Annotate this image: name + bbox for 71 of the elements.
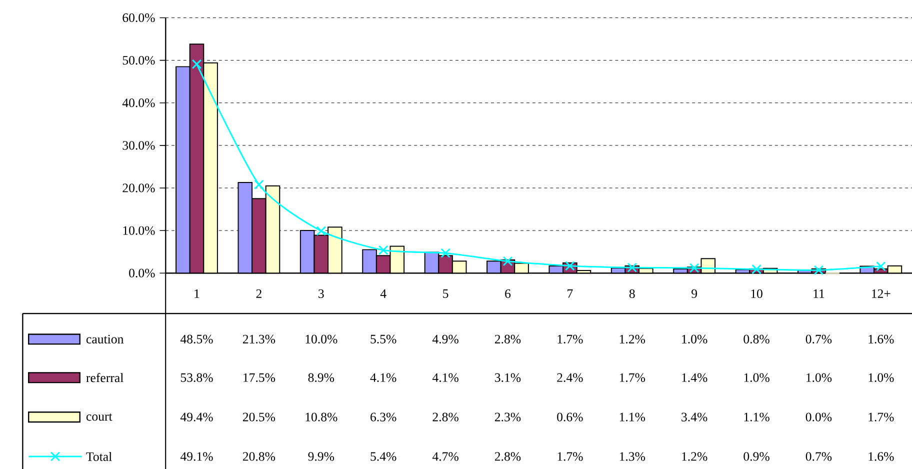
data-label: 1.4%: [682, 373, 708, 382]
data-label: 1.0%: [868, 373, 894, 382]
y-tick-label: 40.0%: [122, 98, 155, 108]
data-label: 4.9%: [432, 334, 458, 344]
data-label: 10.8%: [306, 412, 338, 422]
data-label: 1.1%: [744, 412, 770, 422]
data-label: 1.7%: [620, 373, 646, 382]
data-label: 53.8%: [180, 373, 213, 382]
data-label: 0.6%: [557, 412, 583, 422]
data-label: 48.5%: [180, 334, 213, 344]
legend-label: referral: [86, 372, 124, 382]
legend-label: caution: [86, 334, 124, 344]
data-label: 1.0%: [806, 373, 832, 382]
x-tick-label: 2: [256, 289, 262, 298]
x-tick-label: 12+: [872, 289, 890, 298]
data-label: 0.7%: [806, 452, 832, 461]
data-label: 17.5%: [244, 373, 276, 382]
data-label: 10.0%: [306, 334, 338, 344]
data-label: 2.8%: [494, 334, 521, 344]
data-label: 1.7%: [558, 334, 583, 344]
data-label: 2.8%: [432, 412, 458, 422]
data-label: 3.1%: [494, 373, 521, 382]
data-label: 2.8%: [494, 452, 521, 461]
y-tick-label: 30.0%: [122, 140, 155, 150]
y-tick-label: 0.0%: [129, 268, 155, 278]
legend-label: Total: [86, 452, 112, 461]
data-label: 1.7%: [868, 412, 894, 422]
legend-label: court: [86, 413, 112, 421]
data-label: 1.3%: [620, 452, 646, 461]
x-tick-label: 8: [629, 289, 635, 298]
data-label: 20.8%: [242, 452, 276, 461]
y-tick-label: 20.0%: [122, 183, 155, 192]
data-label: 4.1%: [432, 373, 458, 382]
data-label: 49.4%: [180, 412, 213, 422]
data-label: 49.1%: [180, 452, 213, 461]
data-label: 1.0%: [744, 373, 770, 382]
x-tick-label: 7: [568, 289, 573, 298]
x-tick-label: 3: [318, 289, 324, 298]
x-tick-label: 5: [443, 289, 448, 298]
data-label: 2.4%: [557, 373, 583, 382]
data-label: 1.7%: [558, 452, 583, 461]
x-tick-label: 4: [380, 289, 386, 298]
data-label: 2.3%: [494, 412, 521, 422]
y-tick-label: 50.0%: [122, 56, 155, 65]
data-label: 4.1%: [370, 373, 396, 382]
data-label: 5.4%: [370, 452, 396, 461]
x-tick-label: 11: [814, 289, 824, 298]
data-label: 1.0%: [682, 334, 708, 344]
data-label: 0.0%: [806, 412, 832, 422]
data-label: 6.3%: [370, 412, 396, 422]
x-tick-label: 9: [692, 289, 697, 298]
data-label: 1.2%: [620, 334, 646, 344]
y-tick-label: 60.0%: [122, 13, 155, 22]
data-label: 21.3%: [242, 334, 276, 344]
x-tick-label: 1: [194, 289, 200, 298]
data-label: 1.1%: [620, 412, 646, 422]
data-label: 20.5%: [242, 412, 276, 422]
data-label: 9.9%: [308, 452, 334, 461]
data-label: 8.9%: [308, 373, 334, 382]
data-label: 3.4%: [682, 412, 708, 422]
data-label: 0.7%: [806, 334, 832, 344]
data-label: 4.7%: [432, 452, 458, 461]
data-label: 1.2%: [682, 452, 708, 461]
data-label: 5.5%: [370, 334, 396, 344]
y-tick-label: 10.0%: [123, 226, 155, 235]
x-tick-label: 6: [505, 289, 511, 298]
data-label: 1.6%: [868, 452, 894, 461]
x-tick-label: 10: [751, 289, 762, 298]
data-label: 0.8%: [744, 334, 770, 344]
data-label: 0.9%: [744, 452, 770, 461]
data-label: 1.6%: [868, 334, 894, 344]
